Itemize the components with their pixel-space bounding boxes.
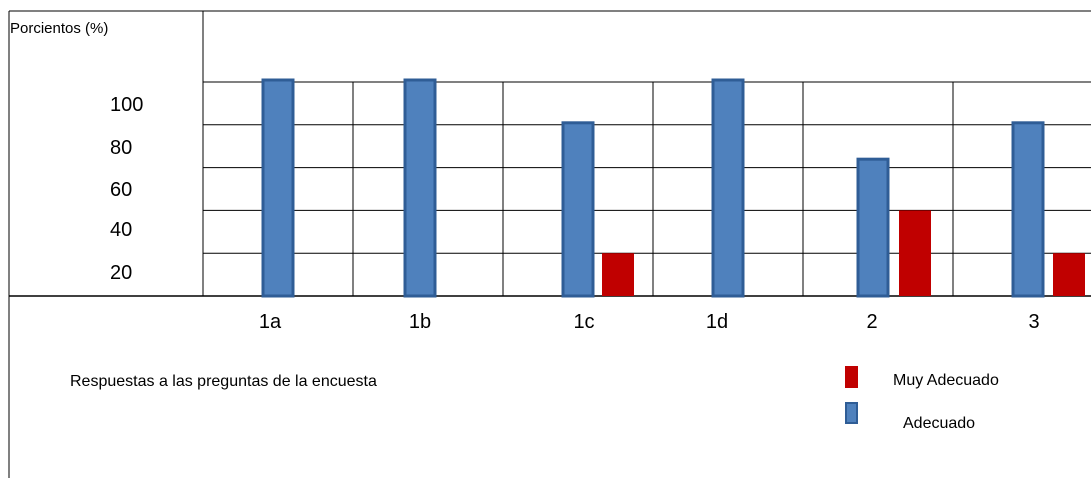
y-tick-label: 100 xyxy=(110,94,143,116)
y-tick-label: 80 xyxy=(110,137,132,159)
x-tick-label: 1b xyxy=(409,311,431,333)
legend-swatch-muy-adecuado xyxy=(845,366,858,388)
chart-bars xyxy=(261,78,1085,298)
x-axis-ticks: 1a 1b 1c 1d 2 3 xyxy=(259,311,1040,333)
bar-adecuado xyxy=(561,121,595,298)
x-tick-label: 2 xyxy=(866,311,877,333)
x-axis-title: Respuestas a las preguntas de la encuest… xyxy=(70,373,377,390)
bar-adecuado xyxy=(261,78,295,298)
y-tick-label: 40 xyxy=(110,219,132,241)
y-tick-label: 60 xyxy=(110,179,132,201)
bar-muy-adecuado xyxy=(899,210,931,296)
bar-adecuado xyxy=(856,157,890,298)
legend-label-muy-adecuado: Muy Adecuado xyxy=(893,372,999,389)
bar-adecuado xyxy=(1011,121,1045,298)
legend-label-adecuado: Adecuado xyxy=(903,415,976,432)
y-tick-label: 20 xyxy=(110,262,132,284)
bar-adecuado xyxy=(711,78,745,298)
x-tick-label: 1c xyxy=(573,311,594,333)
x-tick-label: 1d xyxy=(706,311,728,333)
bar-muy-adecuado xyxy=(602,253,634,296)
x-tick-label: 3 xyxy=(1028,311,1039,333)
bar-muy-adecuado xyxy=(1053,253,1085,296)
legend-swatch-adecuado xyxy=(845,402,858,424)
bar-adecuado xyxy=(403,78,437,298)
x-tick-label: 1a xyxy=(259,311,282,333)
y-axis-label: Porcientos (%) xyxy=(10,20,109,37)
y-axis-ticks: 100 80 60 40 20 xyxy=(110,94,143,284)
